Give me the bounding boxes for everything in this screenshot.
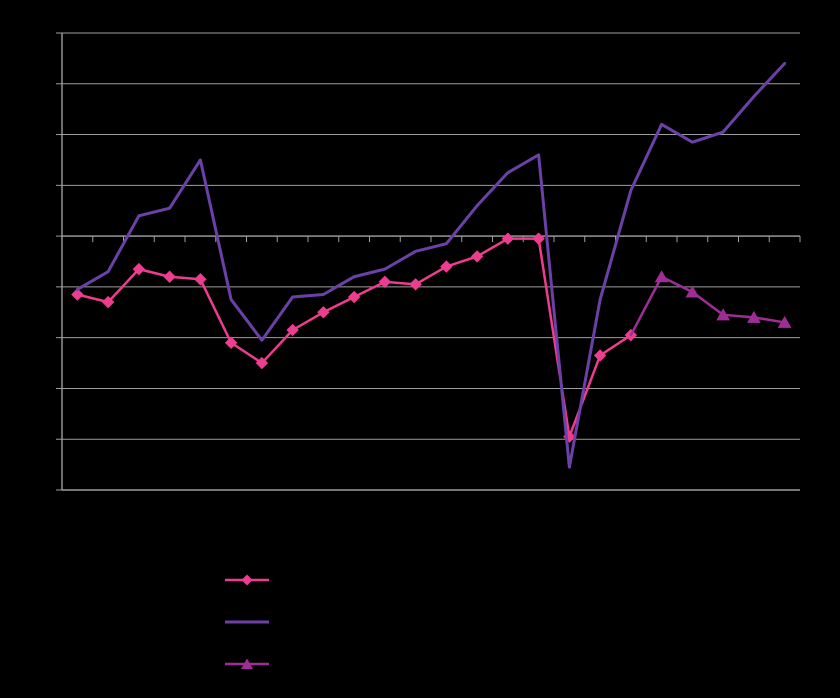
series-magenta-triangle-series xyxy=(629,270,792,337)
diamond-marker xyxy=(378,275,392,289)
diamond-marker xyxy=(440,260,453,273)
diamond-marker xyxy=(532,232,545,245)
triangle-marker xyxy=(747,310,761,323)
axes xyxy=(61,33,801,491)
legend-sample-pink-diamond-series xyxy=(225,574,269,586)
diamond-marker xyxy=(593,349,607,362)
chart-legend xyxy=(224,572,418,698)
diamond-marker xyxy=(194,273,207,286)
diamond-marker xyxy=(101,295,115,309)
triangle-marker xyxy=(654,270,669,283)
legend-sample-purple-line-series xyxy=(225,620,269,624)
diamond-marker xyxy=(470,250,484,263)
diamond-marker xyxy=(286,323,299,337)
triangle-marker xyxy=(685,285,700,298)
legend-item-purple-line-series xyxy=(224,614,418,630)
legend-item-magenta-triangle-series xyxy=(224,656,418,672)
diamond-marker xyxy=(163,270,176,283)
diamond-marker xyxy=(347,290,361,304)
gridlines xyxy=(56,32,800,491)
diamond-marker xyxy=(255,356,269,370)
legend-item-pink-diamond-series xyxy=(224,572,418,588)
diamond-marker xyxy=(224,336,238,349)
diamond-marker xyxy=(317,306,330,319)
diamond-marker xyxy=(501,232,515,245)
series-purple-line-series xyxy=(75,61,787,469)
diamond-marker xyxy=(132,262,146,276)
legend-sample-magenta-triangle-series xyxy=(225,658,269,669)
triangle-marker xyxy=(716,308,730,321)
triangle-marker xyxy=(777,315,792,328)
diamond-marker xyxy=(71,288,84,301)
diamond-marker xyxy=(409,278,422,291)
